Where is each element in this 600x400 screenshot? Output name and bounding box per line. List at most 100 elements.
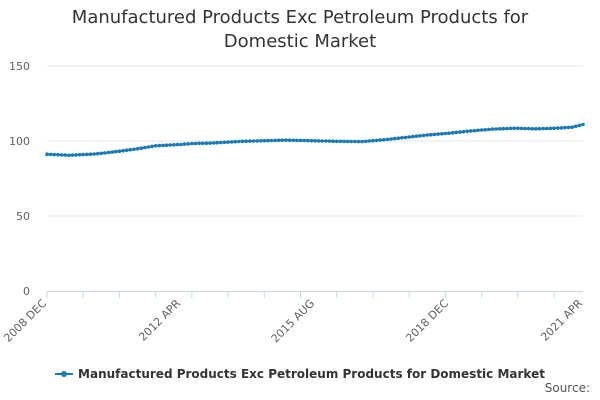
data-point [306, 138, 310, 143]
data-point [258, 139, 263, 143]
y-tick-label: 50 [16, 210, 30, 223]
data-point [313, 139, 317, 143]
data-point [175, 142, 180, 147]
data-point [436, 132, 440, 136]
chart-title: Manufactured Products Exc Petroleum Prod… [71, 7, 529, 52]
data-point [392, 136, 397, 141]
data-point [128, 147, 133, 152]
data-point [454, 130, 459, 135]
legend-line-marker-icon [55, 369, 74, 379]
data-point [516, 126, 520, 131]
data-point [334, 139, 339, 144]
y-tick-label: 0 [23, 285, 30, 298]
data-point [508, 126, 513, 131]
data-point [103, 151, 107, 155]
data-point [70, 153, 75, 157]
data-point [505, 126, 509, 131]
data-point [59, 153, 64, 157]
data-point [552, 126, 556, 130]
data-point [237, 139, 241, 144]
data-point [110, 150, 114, 154]
data-point [559, 126, 564, 130]
data-point [197, 141, 201, 146]
data-point [226, 140, 230, 144]
data-point [534, 127, 538, 131]
data-point [490, 127, 495, 131]
data-point [219, 140, 223, 145]
data-point [331, 139, 335, 143]
data-point [48, 152, 53, 157]
data-point [52, 152, 56, 157]
data-point [443, 131, 448, 136]
data-point [555, 126, 560, 130]
data-point [81, 152, 85, 157]
data-point [519, 126, 524, 131]
data-point [458, 130, 462, 134]
data-point [324, 139, 328, 143]
data-point [338, 139, 343, 144]
data-point [342, 139, 346, 144]
data-point [367, 139, 372, 143]
y-tick-label: 100 [9, 135, 30, 148]
data-point [382, 138, 386, 142]
data-point [251, 139, 256, 143]
data-point [429, 132, 433, 137]
data-point [157, 143, 162, 148]
data-point [479, 128, 484, 132]
data-point [512, 126, 516, 131]
data-point [200, 141, 205, 146]
legend-item[interactable]: Manufactured Products Exc Petroleum Prod… [55, 367, 545, 381]
data-point [316, 139, 321, 143]
data-point [298, 138, 303, 143]
data-point [269, 138, 274, 143]
data-point [487, 127, 491, 132]
data-point [440, 132, 444, 136]
data-point [85, 152, 89, 157]
data-point [190, 141, 194, 146]
data-point [229, 140, 234, 144]
legend-label: Manufactured Products Exc Petroleum Prod… [78, 367, 545, 381]
data-point [483, 128, 488, 132]
data-point [421, 133, 426, 138]
data-point [563, 125, 567, 130]
data-point [255, 139, 259, 143]
x-tick-label: 2015 AUG [269, 297, 318, 346]
data-point [548, 126, 553, 131]
y-tick-label: 150 [9, 60, 30, 73]
data-point [327, 139, 332, 143]
data-point [396, 136, 401, 140]
data-point [146, 145, 151, 149]
data-point [92, 152, 96, 156]
data-point [273, 138, 278, 143]
data-point [537, 126, 542, 131]
data-point [63, 153, 67, 157]
data-point [400, 136, 404, 140]
data-point [74, 153, 78, 157]
data-point [124, 148, 129, 152]
data-point [476, 128, 480, 133]
data-point [262, 138, 267, 143]
data-point [501, 126, 506, 131]
data-point [244, 139, 248, 143]
x-tick-label: 2021 APR [538, 297, 585, 344]
data-point [182, 142, 187, 146]
data-point [168, 143, 172, 147]
data-point [150, 144, 154, 149]
data-point [403, 135, 408, 140]
legend: Manufactured Products Exc Petroleum Prod… [0, 364, 600, 383]
data-point [117, 149, 122, 153]
data-point [570, 125, 574, 129]
data-point [287, 138, 292, 142]
data-point [135, 147, 140, 151]
data-point [56, 152, 60, 157]
data-point [164, 143, 169, 147]
data-point [349, 139, 354, 144]
data-point [468, 129, 473, 133]
data-point [153, 144, 158, 148]
data-point [363, 139, 368, 144]
data-point [320, 139, 325, 143]
data-point [45, 152, 49, 156]
data-point [418, 134, 422, 138]
data-point [574, 124, 578, 129]
